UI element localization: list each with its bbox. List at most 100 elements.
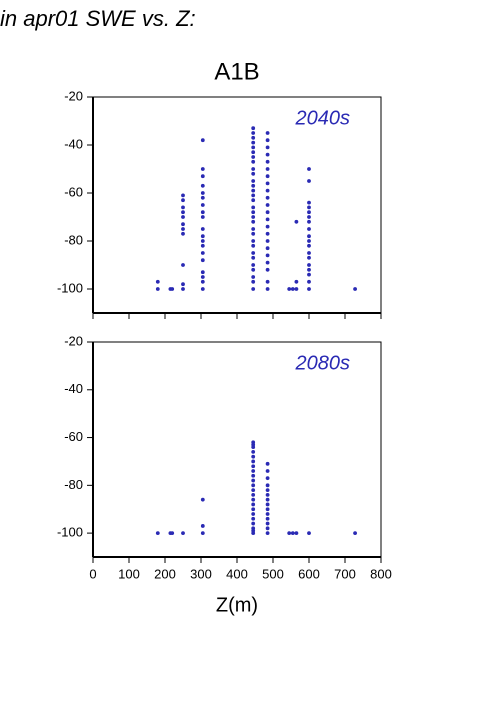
point xyxy=(265,188,270,193)
point xyxy=(170,287,175,291)
point xyxy=(200,497,205,502)
point xyxy=(251,215,256,219)
point xyxy=(265,217,270,222)
point xyxy=(181,282,185,287)
point xyxy=(294,531,299,536)
y-tick-label: -60 xyxy=(64,184,83,199)
point xyxy=(200,270,205,275)
x-tick-label: 0 xyxy=(89,566,96,581)
point xyxy=(200,287,205,291)
point xyxy=(251,188,256,193)
point xyxy=(251,502,256,507)
point xyxy=(307,279,311,284)
point xyxy=(200,195,205,200)
y-tick-label: -20 xyxy=(64,88,83,103)
point xyxy=(265,521,270,526)
point xyxy=(181,263,185,267)
point xyxy=(290,531,295,536)
point xyxy=(251,145,256,150)
point xyxy=(251,454,256,459)
point xyxy=(251,287,256,291)
x-tick-label: 800 xyxy=(370,566,392,581)
point xyxy=(307,287,311,291)
plot-frame xyxy=(92,96,382,314)
point xyxy=(251,473,256,478)
point xyxy=(200,279,205,284)
point xyxy=(265,469,270,473)
point xyxy=(155,279,160,284)
point xyxy=(251,155,256,159)
panel-annotation: 2040s xyxy=(295,107,351,129)
point xyxy=(200,167,205,171)
point xyxy=(181,205,185,210)
panel-annotation: 2080s xyxy=(295,352,351,374)
point xyxy=(200,227,205,231)
point xyxy=(200,138,205,143)
point xyxy=(307,215,311,219)
point xyxy=(251,171,256,176)
x-tick-label: 700 xyxy=(334,566,356,581)
point xyxy=(307,255,311,260)
point xyxy=(265,253,270,258)
point xyxy=(294,219,299,224)
point xyxy=(265,239,270,243)
point xyxy=(251,497,256,502)
point xyxy=(265,287,270,291)
point xyxy=(251,279,256,284)
point xyxy=(200,183,205,188)
point xyxy=(181,227,185,231)
point xyxy=(181,287,185,291)
x-tick-label: 600 xyxy=(298,566,320,581)
point xyxy=(307,210,311,215)
point xyxy=(307,167,311,171)
point xyxy=(251,492,256,497)
point xyxy=(265,174,270,179)
point xyxy=(307,239,311,243)
point xyxy=(251,126,256,131)
point xyxy=(251,159,256,164)
x-tick-label: 300 xyxy=(190,566,212,581)
point xyxy=(265,279,270,284)
page-title: in apr01 SWE vs. Z: xyxy=(0,6,196,31)
point xyxy=(251,488,256,493)
point xyxy=(307,227,311,231)
point xyxy=(251,512,256,516)
point xyxy=(251,516,256,521)
point xyxy=(307,267,311,272)
point xyxy=(307,205,311,210)
point xyxy=(251,167,256,171)
point xyxy=(251,267,256,272)
point xyxy=(181,231,185,236)
point xyxy=(200,251,205,255)
point xyxy=(251,464,256,469)
y-tick-label: -40 xyxy=(64,136,83,151)
y-tick-label: -100 xyxy=(57,525,83,540)
point xyxy=(265,488,270,493)
point xyxy=(251,531,256,536)
point xyxy=(251,243,256,248)
point xyxy=(265,181,270,186)
point xyxy=(251,255,256,260)
point xyxy=(251,135,256,140)
point xyxy=(251,205,256,210)
point xyxy=(307,251,311,255)
y-tick-label: -40 xyxy=(64,381,83,396)
point xyxy=(251,251,256,255)
point xyxy=(200,191,205,195)
point xyxy=(251,210,256,215)
point xyxy=(265,167,270,171)
point xyxy=(294,279,299,284)
point xyxy=(251,140,256,145)
point xyxy=(265,507,270,512)
point xyxy=(251,445,256,450)
point xyxy=(265,531,270,536)
point xyxy=(265,224,270,229)
point xyxy=(265,145,270,150)
point xyxy=(181,210,185,215)
point xyxy=(181,531,185,536)
point xyxy=(265,483,270,488)
point xyxy=(251,193,256,198)
point xyxy=(251,231,256,236)
point xyxy=(251,483,256,488)
